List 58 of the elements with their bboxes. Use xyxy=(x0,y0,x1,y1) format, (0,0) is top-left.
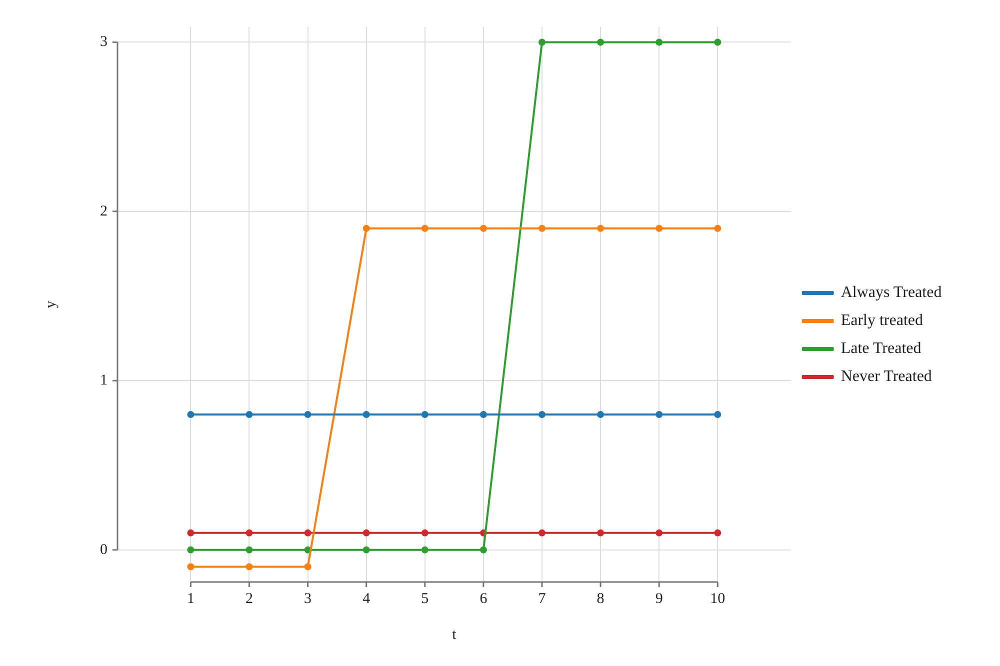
point xyxy=(714,410,722,418)
point xyxy=(597,38,604,46)
point xyxy=(656,410,663,418)
point xyxy=(656,38,663,46)
point xyxy=(480,224,487,232)
x-axis-title: t xyxy=(452,626,458,643)
point xyxy=(187,563,194,570)
point xyxy=(187,529,194,536)
point xyxy=(187,410,194,418)
x-tick-label: 10 xyxy=(710,590,726,607)
x-tick-label: 7 xyxy=(538,590,546,607)
point xyxy=(538,410,546,418)
point xyxy=(714,529,722,536)
point xyxy=(480,546,487,554)
y-tick-label: 2 xyxy=(100,203,108,220)
point xyxy=(538,38,546,46)
legend-label: Always Treated xyxy=(840,284,942,302)
point xyxy=(246,410,253,418)
point xyxy=(714,38,722,46)
point xyxy=(304,563,312,570)
point xyxy=(656,529,663,536)
point xyxy=(714,224,722,232)
point xyxy=(421,546,428,554)
point xyxy=(597,410,604,418)
legend-label: Late Treated xyxy=(840,340,922,358)
y-tick-label: 3 xyxy=(100,34,108,50)
point xyxy=(304,529,312,536)
point xyxy=(246,563,253,570)
point xyxy=(597,224,604,232)
point xyxy=(362,410,370,418)
point xyxy=(421,529,428,536)
point xyxy=(538,529,546,536)
x-tick-label: 4 xyxy=(362,590,371,607)
legend-label: Early treated xyxy=(840,312,923,330)
point xyxy=(362,529,370,536)
y-axis-title: y xyxy=(42,300,59,308)
point xyxy=(421,410,428,418)
point xyxy=(362,224,370,232)
point xyxy=(246,546,253,554)
x-tick-label: 2 xyxy=(245,590,253,607)
point xyxy=(597,529,604,536)
x-tick-label: 9 xyxy=(655,590,663,607)
x-tick-label: 1 xyxy=(186,590,194,607)
point xyxy=(480,410,487,418)
point xyxy=(656,224,663,232)
point xyxy=(362,546,370,554)
point xyxy=(304,410,312,418)
x-tick-label: 8 xyxy=(596,590,604,607)
point xyxy=(421,224,428,232)
point xyxy=(538,224,546,232)
point xyxy=(187,546,194,554)
x-tick-label: 3 xyxy=(304,590,312,607)
x-tick-label: 5 xyxy=(421,590,429,607)
point xyxy=(246,529,253,536)
y-tick-label: 1 xyxy=(100,372,108,389)
y-tick-label: 0 xyxy=(100,542,108,558)
legend-label: Never Treated xyxy=(840,368,932,386)
x-tick-label: 6 xyxy=(480,590,488,607)
